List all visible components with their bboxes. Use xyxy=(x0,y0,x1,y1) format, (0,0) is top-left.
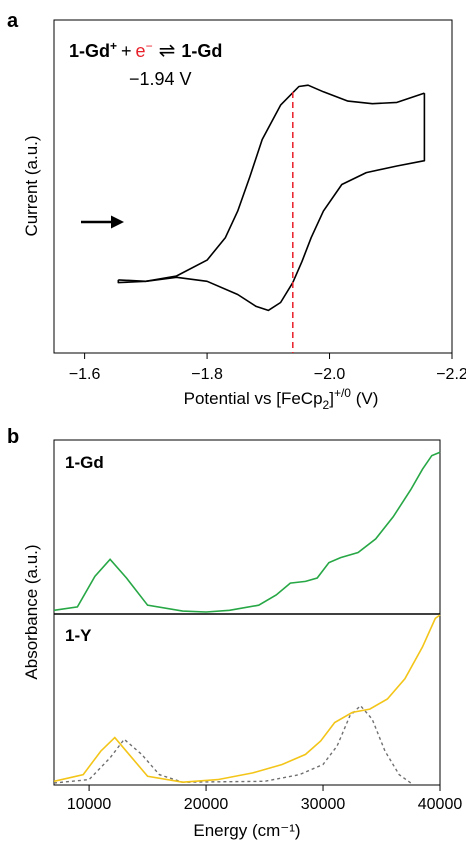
panel-a-x-axis-label: Potential vs [FeCp2]+/0 (V) xyxy=(184,386,379,412)
equation-electron-charge: − xyxy=(146,39,153,53)
panel-b-plot-frame xyxy=(53,439,441,786)
subpanel-label-1-gd: 1-Gd xyxy=(65,453,104,472)
cv-series-line xyxy=(117,93,426,312)
panel-a-x-axis: −1.6 −1.8 −2.0 −2.2 xyxy=(69,353,466,383)
panel-a-x-tick-label: −1.6 xyxy=(69,366,101,383)
panel-a-y-axis-label: Current (a.u.) xyxy=(22,135,41,236)
panel-a-plot-frame xyxy=(53,19,453,354)
panel-a: a −1.6 −1.8 −2.0 −2.2 1-Gd+ + e− ⇌ 1-Gd −1.94 V… xyxy=(7,10,466,412)
panel-b-x-tick-label: 10000 xyxy=(67,796,112,813)
panel-a-x-tick-label: −2.2 xyxy=(436,366,466,383)
panel-a-x-tick-label: −2.0 xyxy=(314,366,346,383)
panel-b-x-axis-label: Energy (cm⁻¹) xyxy=(193,821,300,840)
equation-arrow: ⇌ xyxy=(159,40,176,62)
equation-left-species: 1-Gd xyxy=(69,41,110,61)
panel-b-x-tick-label: 40000 xyxy=(418,796,463,813)
scan-direction-arrow xyxy=(81,215,124,229)
panel-b-x-tick-label: 30000 xyxy=(301,796,346,813)
equation-left-charge: + xyxy=(110,39,117,53)
subpanel-label-1-y: 1-Y xyxy=(65,626,92,645)
cv-series-line xyxy=(118,84,425,283)
panel-a-cv-trace xyxy=(117,84,426,312)
equation-plus: + xyxy=(121,41,132,61)
panel-b-x-axis: 10000 20000 30000 40000 xyxy=(67,785,463,813)
panel-a-x-tick-label: −1.8 xyxy=(191,366,223,383)
panel-b-x-tick-label: 20000 xyxy=(184,796,229,813)
series-1-gd-line xyxy=(53,451,441,613)
equation-electron: e xyxy=(136,41,146,61)
potential-annotation: −1.94 V xyxy=(129,69,192,89)
series-1-y-line xyxy=(53,614,441,784)
panel-a-letter: a xyxy=(7,10,19,32)
panel-b-spectra xyxy=(53,451,441,784)
panel-b: b 10000 20000 30000 40000 1-Gd 1-Y Energy (… xyxy=(7,426,462,840)
equation-right-species: 1-Gd xyxy=(181,41,222,61)
panel-b-y-axis-label: Absorbance (a.u.) xyxy=(22,544,41,679)
redox-equation: 1-Gd+ + e− ⇌ 1-Gd xyxy=(69,39,222,62)
panel-b-letter: b xyxy=(7,426,19,448)
